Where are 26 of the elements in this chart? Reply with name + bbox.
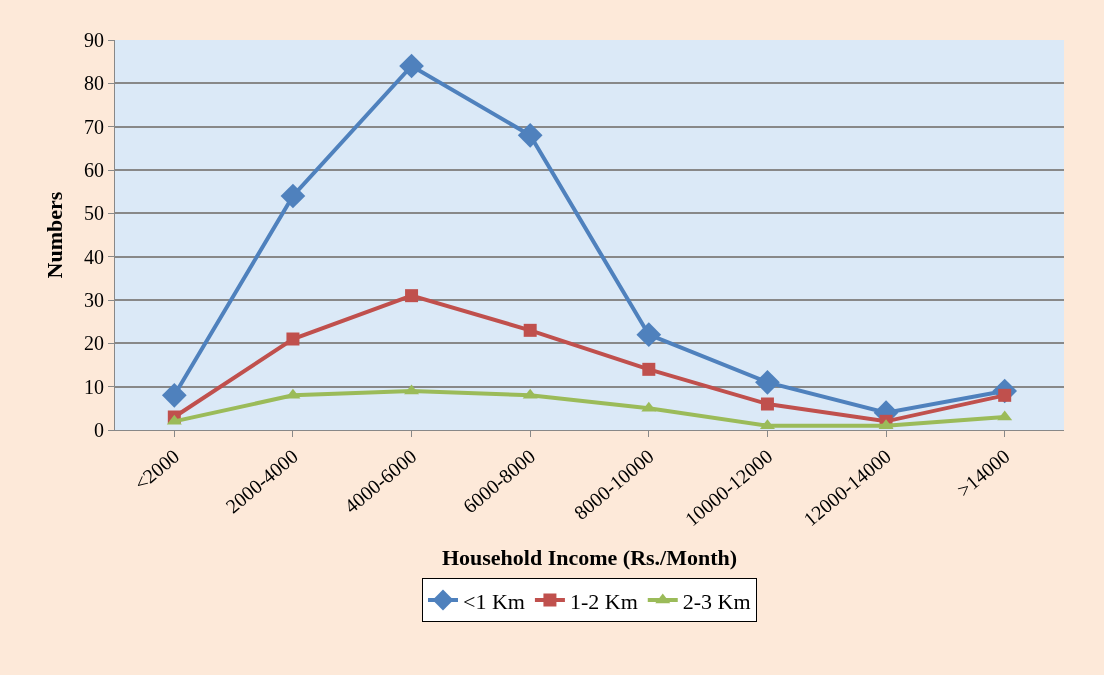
point xyxy=(517,122,543,148)
x-axis-title: Household Income (Rs./Month) xyxy=(441,545,738,571)
point xyxy=(405,289,419,303)
y-tick-label: 10 xyxy=(84,375,104,398)
y-tick-label: 80 xyxy=(84,72,104,95)
y-tick-label: 90 xyxy=(84,29,104,51)
legend-label: <1 Km xyxy=(463,588,525,614)
point xyxy=(760,397,774,411)
point xyxy=(399,53,424,79)
y-tick-label: 0 xyxy=(94,419,104,441)
point xyxy=(161,382,187,408)
y-tick-label: 30 xyxy=(84,289,104,311)
point xyxy=(286,332,300,346)
y-axis-title: Numbers xyxy=(41,191,67,279)
legend-label: 2-3 Km xyxy=(682,588,751,614)
y-tick-label: 60 xyxy=(84,159,104,181)
point xyxy=(755,369,780,395)
y-tick-label: 40 xyxy=(84,245,104,268)
y-tick-label: 20 xyxy=(84,332,104,355)
point xyxy=(280,183,306,209)
point xyxy=(523,323,537,337)
legend-label: 1-2 Km xyxy=(569,588,638,614)
y-tick-label: 70 xyxy=(84,115,104,138)
point xyxy=(642,362,656,376)
point xyxy=(636,322,662,348)
y-tick-label: 50 xyxy=(84,202,104,225)
